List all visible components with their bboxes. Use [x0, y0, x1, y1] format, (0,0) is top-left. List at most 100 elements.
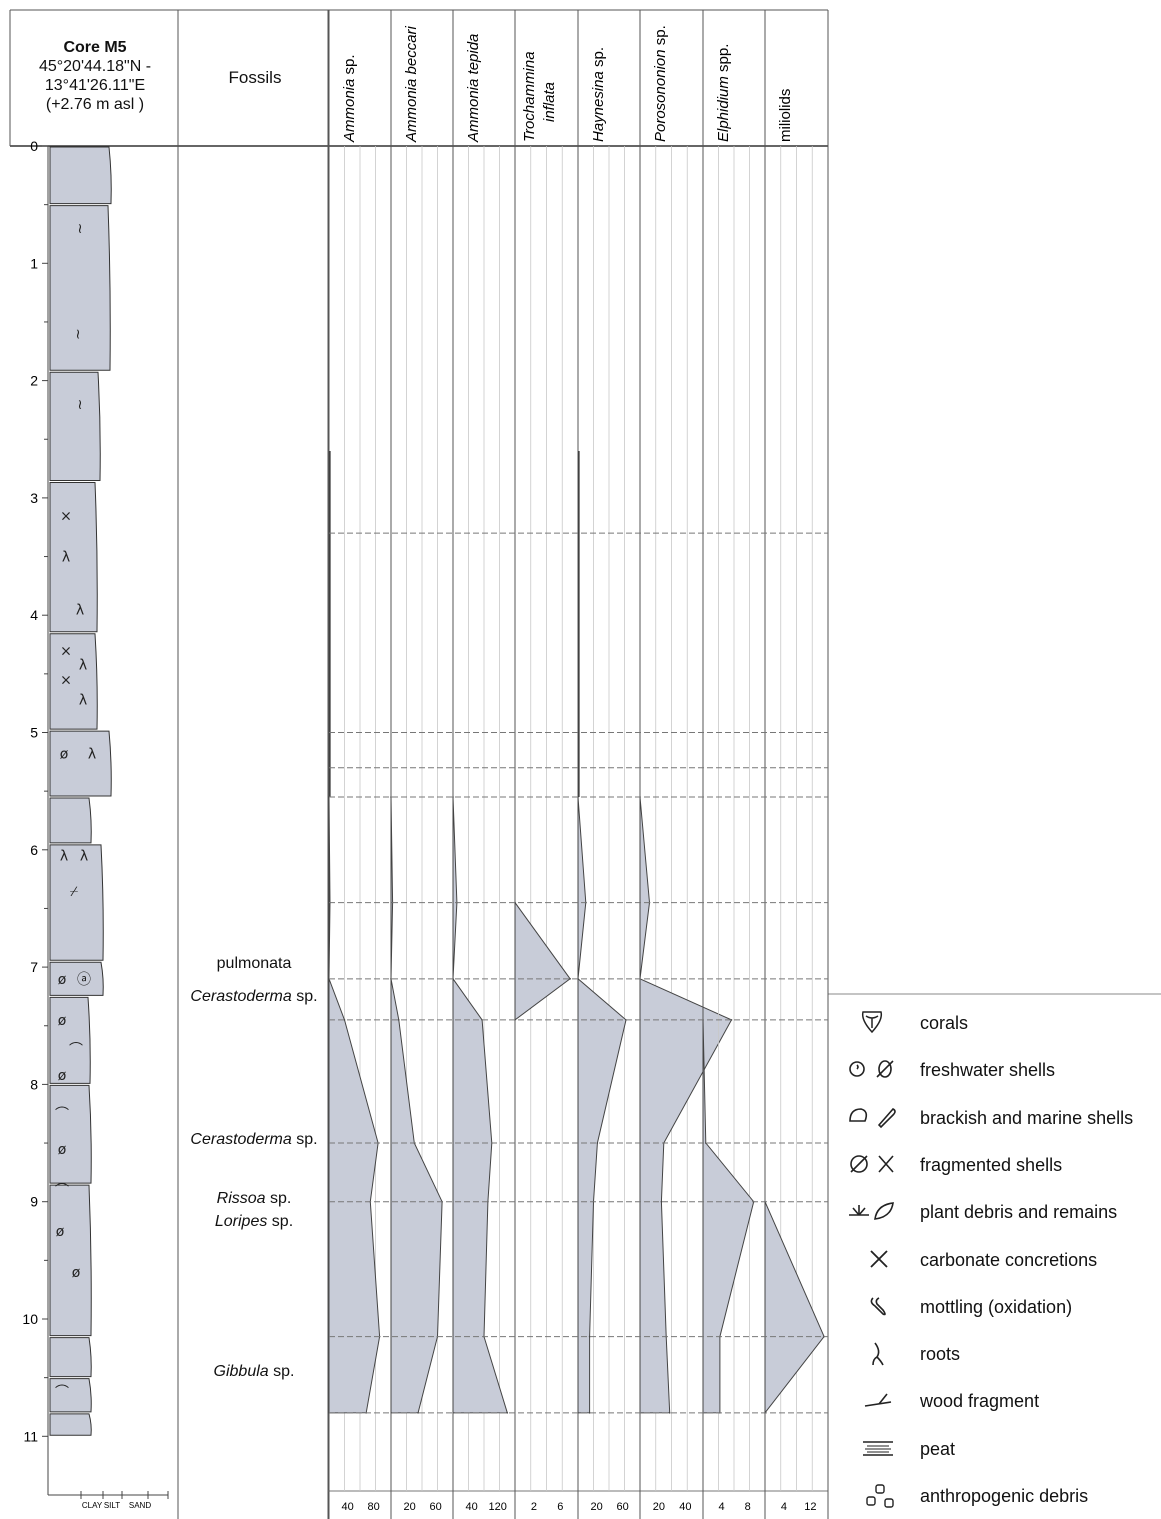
scale-tick-label: 80 [368, 1501, 380, 1513]
data-point [668, 1412, 671, 1414]
depth-tick-label: 5 [30, 725, 38, 741]
fossil-label: pulmonata [216, 955, 292, 973]
species-column: 4 8 Elphidium spp. [702, 10, 755, 1519]
species-column: 20 60 Ammonia beccari [390, 10, 443, 1519]
species-column: 20 40 Porosononion sp. [639, 10, 733, 1519]
lithology-bed [49, 1337, 92, 1378]
species-column: 20 60 Haynesina sp. [577, 10, 629, 1519]
fossils-header: Fossils [228, 68, 282, 87]
species-area [577, 796, 627, 1414]
core-latitude: 45°20'44.18"N - [38, 58, 152, 75]
species-area [514, 902, 571, 1021]
depth-tick-label: 1 [30, 255, 38, 271]
species-header: Porosononion sp. [652, 25, 669, 142]
scale-tick-label: 20 [653, 1501, 665, 1513]
data-point [390, 796, 392, 798]
legend-label: corals [920, 1013, 969, 1033]
data-point [569, 978, 571, 980]
lithology-symbol: ø [72, 1265, 81, 1281]
lithology-bed [49, 1378, 92, 1413]
scale-tick-label: 40 [679, 1501, 691, 1513]
lithology-symbol: ⌒ [55, 1385, 69, 1401]
lithology-symbol: ⌒ [55, 1107, 69, 1123]
lithology-symbol: ø [58, 972, 67, 988]
scale-tick-label: 4 [781, 1501, 787, 1513]
depth-tick-label: 7 [30, 959, 38, 975]
species-header: miliolids [777, 89, 794, 142]
lithology-symbol: ø [58, 1068, 67, 1084]
data-point [390, 978, 392, 980]
lithology-bed [49, 633, 98, 730]
plant-debris-icon [835, 1193, 913, 1229]
legend-label: wood fragment [920, 1391, 1040, 1412]
species-column: 40 80 Ammonia sp. [328, 10, 381, 1519]
data-point [397, 1019, 400, 1021]
depth-tick-label: 10 [22, 1311, 38, 1327]
grain-label: SILT [104, 1501, 120, 1510]
scale-tick-label: 20 [403, 1501, 415, 1513]
legend-label: plant debris and remains [920, 1202, 1118, 1223]
legend-label: carbonate concretions [920, 1249, 1098, 1270]
depth-tick-label: 0 [30, 138, 38, 154]
lithology-symbol: λ [80, 849, 88, 865]
legend-label: roots [920, 1344, 961, 1365]
data-point [452, 796, 454, 798]
grain-label: SAND [129, 1501, 151, 1510]
lithology-symbol: ø [58, 1013, 67, 1029]
scale-tick-label: 40 [465, 1501, 477, 1513]
data-point [506, 1412, 509, 1414]
legend-label: brackish and marine shells [920, 1107, 1134, 1128]
fossil-label: Cerastoderma sp. [190, 987, 318, 1005]
lithology-bed [49, 146, 112, 205]
data-point [596, 1142, 599, 1144]
legend-label: fragmented shells [920, 1154, 1063, 1175]
legend-label: freshwater shells [920, 1060, 1056, 1081]
data-point [660, 1200, 663, 1203]
fossil-label: Rissoa sp. [216, 1189, 292, 1207]
mottling-icon [835, 1288, 913, 1324]
species-column: 2 6 Trochammina inflata [514, 10, 571, 1519]
brackish-marine-shell-icon [835, 1099, 913, 1135]
lithology-bed [49, 961, 104, 996]
scale-tick-label: 60 [430, 1501, 442, 1513]
lithology-symbol: ≀ [77, 221, 82, 237]
lithology-symbol: × [60, 643, 72, 659]
species-column: 4 12 miliolids [764, 10, 825, 1519]
scale-tick-label: 12 [804, 1501, 816, 1513]
lithology-symbol: ≀ [75, 327, 80, 343]
lithology-symbol: × [60, 508, 72, 524]
lithology-symbol: λ [76, 602, 84, 618]
scale-tick-label: 6 [557, 1501, 563, 1513]
core-elevation: (+2.76 m asl ) [45, 96, 145, 113]
lithology-symbol: ⌒ [69, 1042, 83, 1058]
lithology-bed [49, 844, 104, 961]
scale-tick-label: 40 [341, 1501, 353, 1513]
fragmented-shell-icon [835, 1146, 913, 1182]
core-longitude: 13°41'26.11"E [44, 77, 146, 94]
grain-label: CLAY [82, 1501, 103, 1510]
scale-tick-label: 120 [488, 1501, 506, 1513]
lithology-symbol: λ [79, 657, 87, 673]
lithology-symbol: λ [60, 849, 68, 865]
peat-icon [835, 1430, 913, 1466]
depth-tick-label: 11 [23, 1428, 38, 1444]
data-point [343, 1019, 346, 1021]
lithology-symbol: λ [79, 693, 87, 709]
roots-icon [835, 1335, 913, 1371]
freshwater-shell-icon [835, 1051, 913, 1087]
data-point [452, 978, 454, 980]
lithology-symbol: × [60, 673, 72, 689]
species-header: Trochammina [521, 51, 538, 142]
lithology-bed [49, 205, 111, 371]
fossil-label: Loripes sp. [214, 1213, 294, 1231]
species-header: Ammonia tepida [465, 34, 482, 143]
depth-tick-label: 4 [30, 607, 38, 623]
lithology-symbol: ⓐ [77, 972, 91, 988]
depth-tick-label: 3 [30, 490, 38, 506]
lithology-bed [49, 730, 112, 797]
wood-fragment-icon [835, 1382, 913, 1418]
species-column: 40 120 Ammonia tepida [452, 10, 509, 1519]
species-header-line2: inflata [541, 82, 558, 122]
carbonate-concretion-icon [835, 1241, 913, 1277]
